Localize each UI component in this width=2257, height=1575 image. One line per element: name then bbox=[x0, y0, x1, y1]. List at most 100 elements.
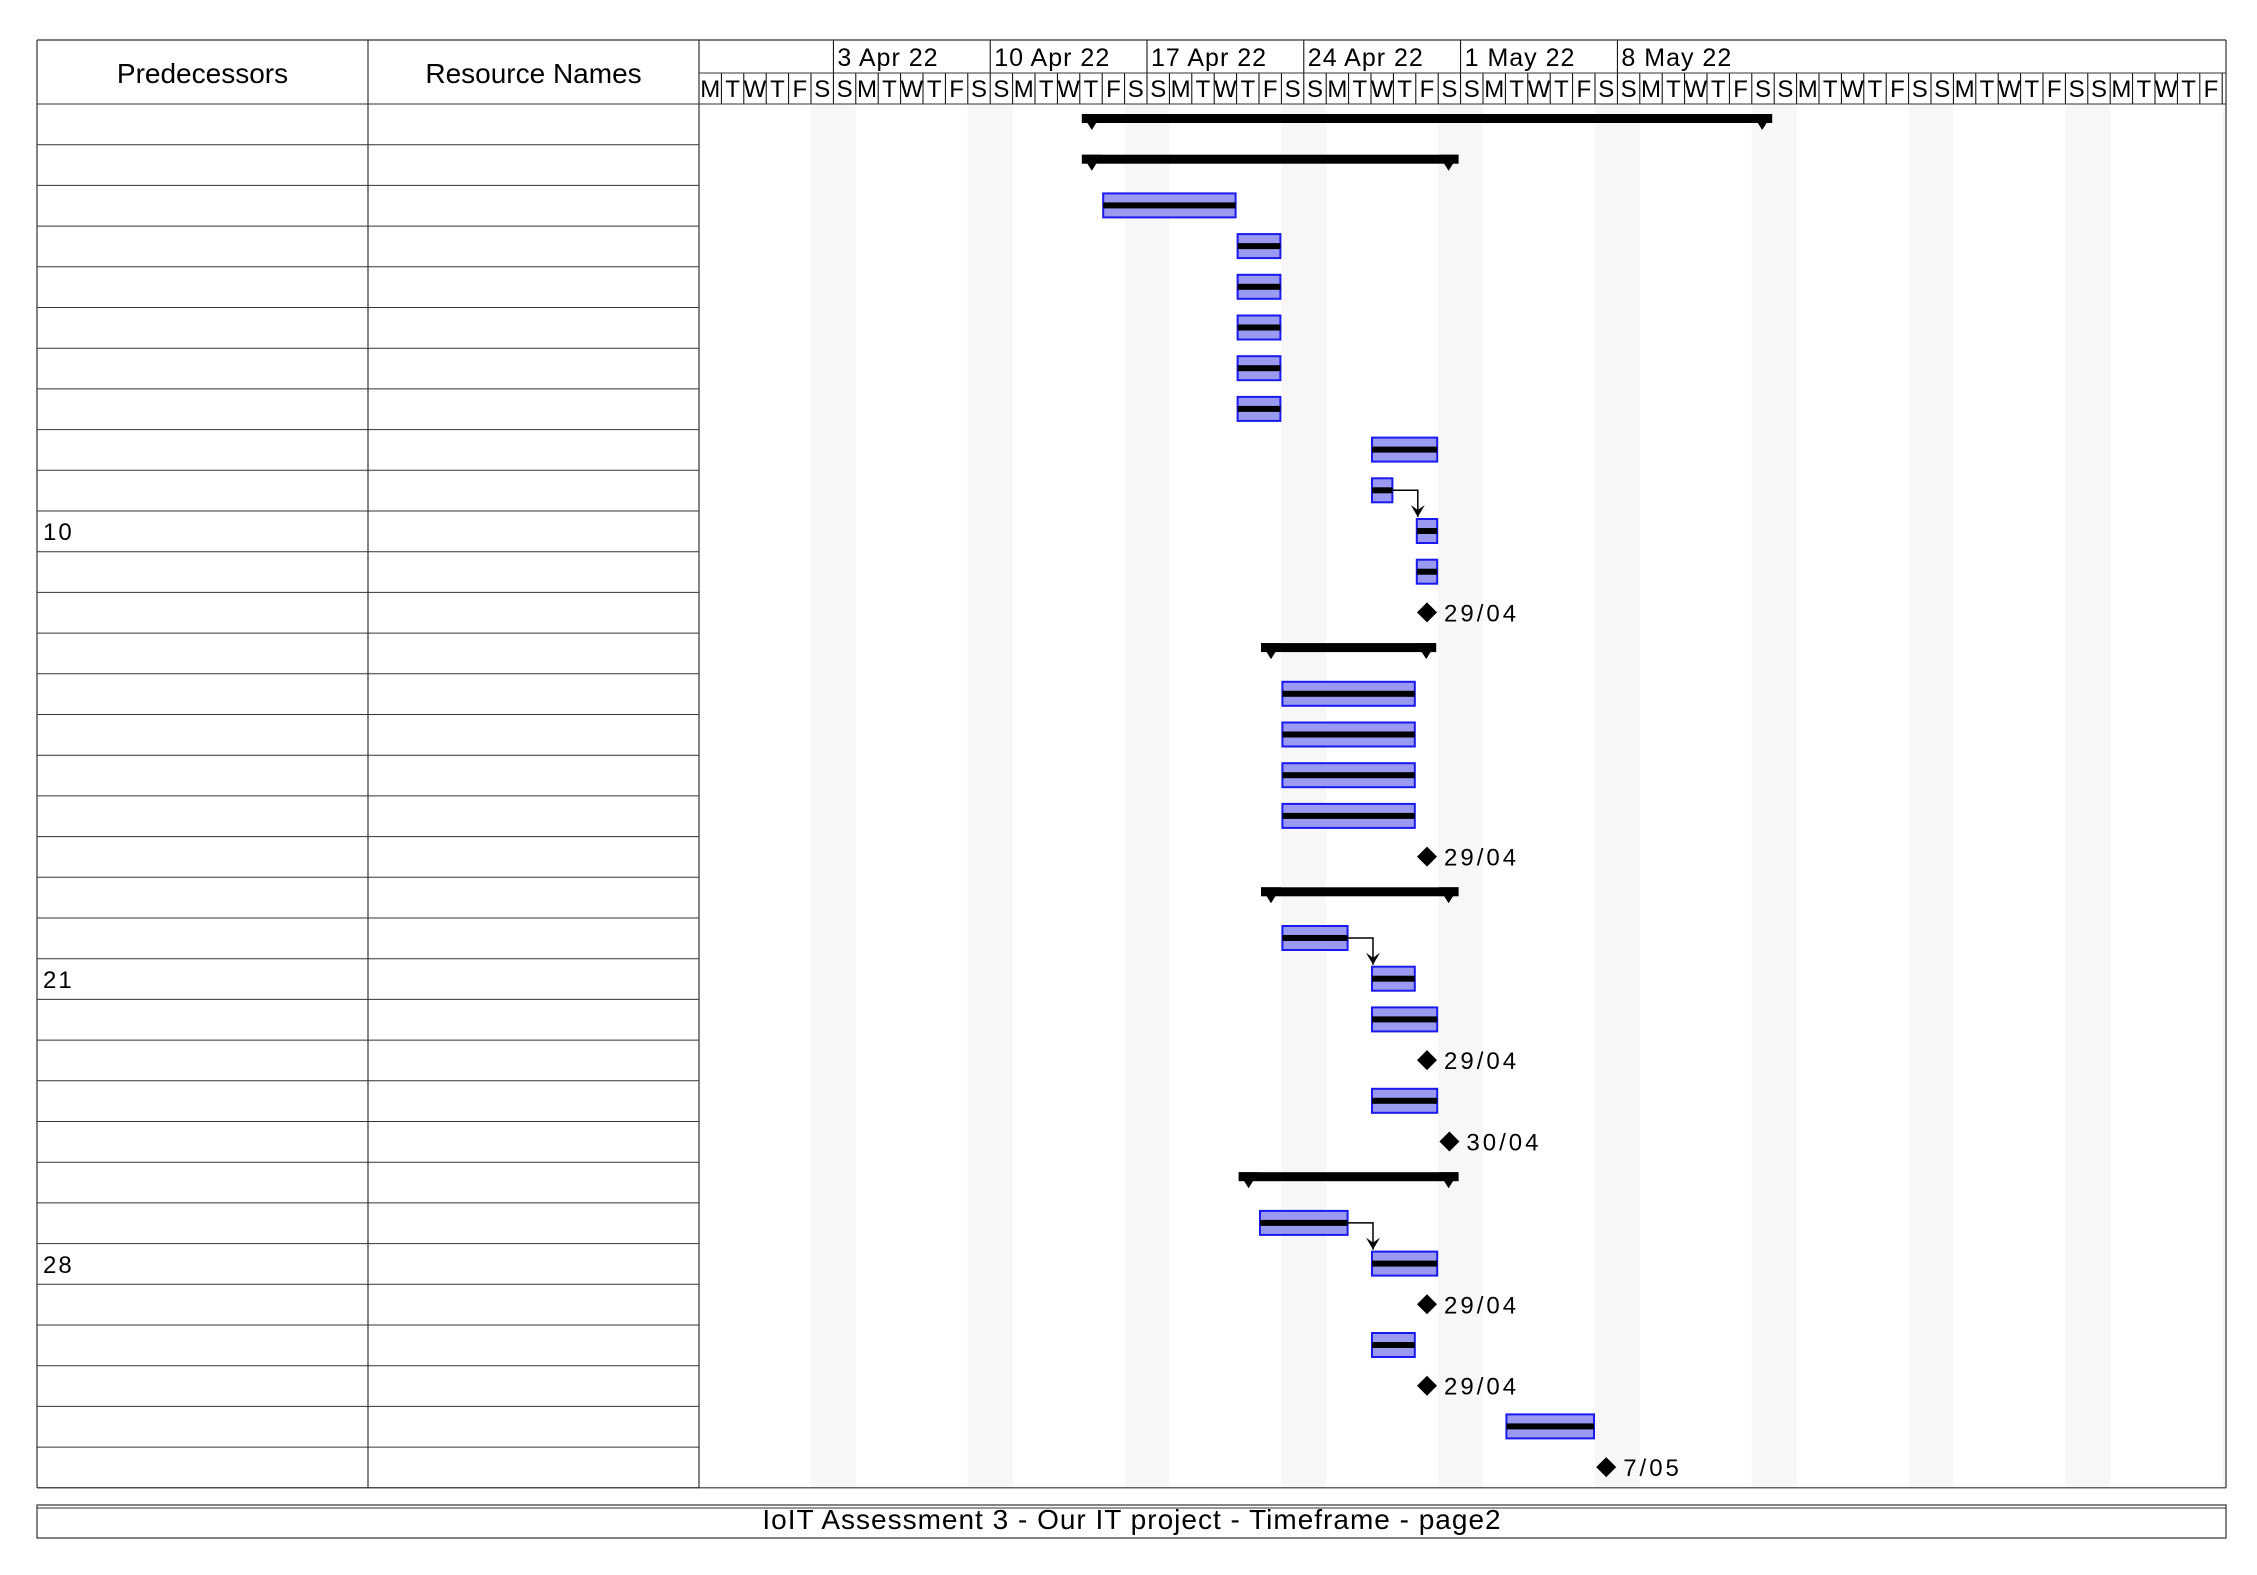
day-letter: W bbox=[900, 76, 923, 103]
task-progress-line bbox=[1372, 975, 1415, 982]
weekend-shade bbox=[967, 104, 1013, 1488]
weekend-shade bbox=[1751, 104, 1797, 1488]
task-progress-line bbox=[1282, 772, 1415, 779]
predecessor-cell: 28 bbox=[43, 1251, 74, 1279]
day-letter: M bbox=[700, 76, 720, 103]
day-letter: T bbox=[1240, 76, 1255, 103]
day-letter: S bbox=[1285, 76, 1301, 103]
day-letter: W bbox=[1998, 76, 2021, 103]
day-letter: T bbox=[1823, 76, 1838, 103]
day-letter: S bbox=[2225, 76, 2241, 103]
weekend-shade bbox=[2222, 104, 2226, 1488]
task-progress-line bbox=[1372, 446, 1438, 453]
day-letter: S bbox=[971, 76, 987, 103]
weekend-shade bbox=[1595, 104, 1640, 1488]
day-letter: W bbox=[1841, 76, 1864, 103]
day-letter: T bbox=[2136, 76, 2151, 103]
day-letter: T bbox=[1868, 76, 1883, 103]
milestone-label: 30/04 bbox=[1466, 1130, 1541, 1157]
weekend-shade bbox=[1124, 104, 1170, 1488]
day-letter: F bbox=[792, 76, 807, 103]
day-letter: M bbox=[857, 76, 877, 103]
task-progress-line bbox=[1282, 731, 1415, 738]
day-letter: M bbox=[1327, 76, 1347, 103]
day-letter: S bbox=[1150, 76, 1166, 103]
summary-bar bbox=[1238, 1172, 1459, 1182]
day-letter: S bbox=[2091, 76, 2107, 103]
milestone-marker bbox=[1417, 1375, 1437, 1396]
bars: 29/04 29/04 29/04 30/04 29/04 29/04 7/05 bbox=[1081, 114, 1773, 1482]
day-letter: M bbox=[1955, 76, 1975, 103]
day-letter: W bbox=[1528, 76, 1551, 103]
day-letter: S bbox=[814, 76, 830, 103]
day-letter: T bbox=[1666, 76, 1681, 103]
day-letter: T bbox=[1397, 76, 1412, 103]
footer-title: IoIT Assessment 3 - Our IT project - Tim… bbox=[762, 1504, 1502, 1535]
day-letter: S bbox=[1621, 76, 1637, 103]
resource-names-header: Resource Names bbox=[425, 58, 642, 89]
day-letter: F bbox=[2204, 76, 2219, 103]
task-progress-line bbox=[1372, 1342, 1415, 1348]
day-letter: T bbox=[1711, 76, 1726, 103]
day-letter: S bbox=[1307, 76, 1323, 103]
day-letter: W bbox=[744, 76, 767, 103]
day-letter: W bbox=[2155, 76, 2178, 103]
summary-start-cap bbox=[1238, 1172, 1259, 1189]
day-letter: W bbox=[1214, 76, 1237, 103]
milestone-marker bbox=[1417, 1050, 1437, 1071]
day-letter: T bbox=[1352, 76, 1367, 103]
week-label: 17 Apr 22 bbox=[1151, 44, 1267, 72]
task-progress-line bbox=[1372, 487, 1393, 494]
milestone-marker bbox=[1417, 1294, 1437, 1315]
day-letter: W bbox=[1057, 76, 1080, 103]
day-letter: F bbox=[949, 76, 964, 103]
milestone-marker bbox=[1417, 602, 1437, 623]
task-progress-line bbox=[1372, 1260, 1438, 1267]
day-letter: T bbox=[1509, 76, 1524, 103]
task-progress-line bbox=[1282, 690, 1415, 697]
day-letter: S bbox=[1912, 76, 1928, 103]
week-label: 1 May 22 bbox=[1465, 44, 1576, 72]
day-letter: S bbox=[837, 76, 853, 103]
weekend-shade bbox=[1438, 104, 1483, 1488]
day-letter: F bbox=[1576, 76, 1591, 103]
day-letter: M bbox=[1171, 76, 1191, 103]
day-letter: M bbox=[1641, 76, 1661, 103]
week-label: 8 May 22 bbox=[1621, 44, 1732, 72]
summary-bar bbox=[1261, 643, 1437, 653]
dependency-line bbox=[1347, 1222, 1374, 1250]
summary-start-cap bbox=[1261, 887, 1281, 904]
milestone-label: 29/04 bbox=[1444, 1048, 1519, 1075]
day-letter: W bbox=[1371, 76, 1394, 103]
summary-end-cap bbox=[1438, 1172, 1459, 1189]
summary-bar bbox=[1261, 887, 1459, 897]
day-letter: T bbox=[1196, 76, 1211, 103]
day-letter: F bbox=[1420, 76, 1435, 103]
day-letter: T bbox=[882, 76, 897, 103]
day-letter: M bbox=[2111, 76, 2131, 103]
day-letter: S bbox=[1464, 76, 1480, 103]
day-letter: M bbox=[1798, 76, 1818, 103]
day-letter: F bbox=[2047, 76, 2062, 103]
day-letter: S bbox=[2069, 76, 2085, 103]
day-letter: T bbox=[1039, 76, 1054, 103]
task-progress-line bbox=[1237, 365, 1281, 372]
weekend-shade bbox=[2065, 104, 2111, 1488]
task-progress-line bbox=[1506, 1423, 1594, 1430]
milestone-label: 29/04 bbox=[1444, 600, 1519, 627]
task-progress-line bbox=[1237, 405, 1281, 412]
task-progress-line bbox=[1237, 283, 1281, 290]
task-progress-line bbox=[1237, 324, 1281, 331]
task-progress-line bbox=[1416, 568, 1438, 575]
task-progress-line bbox=[1372, 1016, 1438, 1023]
day-letter: S bbox=[993, 76, 1009, 103]
summary-start-cap bbox=[1261, 643, 1281, 660]
day-letter: S bbox=[1128, 76, 1144, 103]
day-letter: T bbox=[1980, 76, 1995, 103]
day-letter: W bbox=[1684, 76, 1707, 103]
dependency-line bbox=[1347, 937, 1374, 965]
summary-start-cap bbox=[1081, 114, 1102, 130]
task-progress-line bbox=[1282, 812, 1415, 819]
dependency-arrowhead bbox=[1410, 505, 1425, 517]
